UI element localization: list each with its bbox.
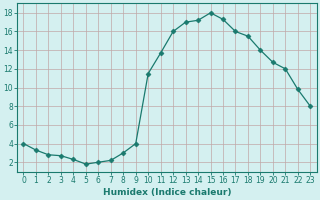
X-axis label: Humidex (Indice chaleur): Humidex (Indice chaleur)	[103, 188, 231, 197]
